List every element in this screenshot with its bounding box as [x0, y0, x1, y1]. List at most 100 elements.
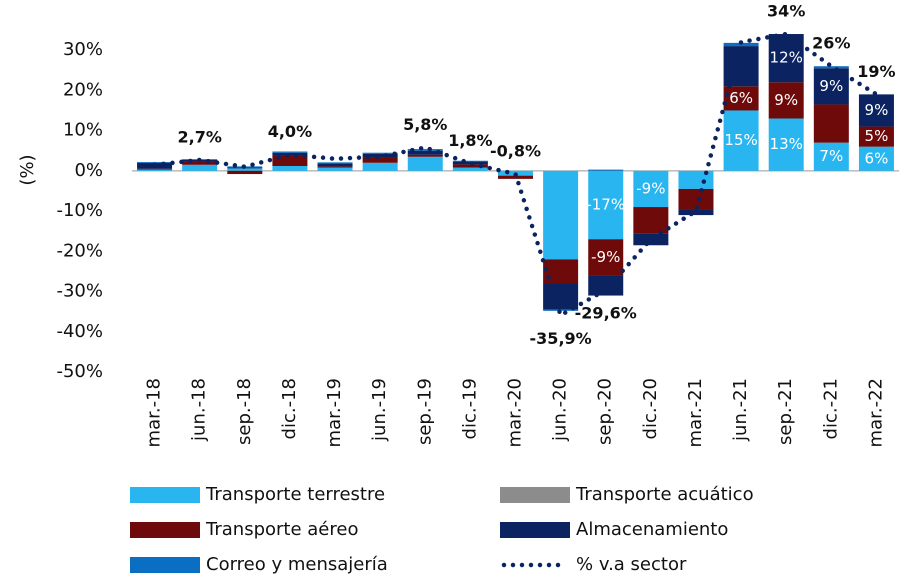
bar-segment [858, 146, 894, 171]
bar-segment [272, 155, 308, 166]
x-tick-label: mar.-19 [324, 378, 345, 447]
legend-label: Transporte acuático [575, 484, 754, 505]
bar-segment [813, 104, 849, 143]
bar-segment [543, 283, 579, 310]
y-tick-label: -50% [56, 361, 103, 382]
bar-segment [137, 169, 173, 171]
bar-segment [317, 163, 353, 167]
x-tick-label: jun.-19 [369, 378, 390, 442]
data-label: -9% [591, 248, 620, 266]
bar-segment [407, 150, 443, 155]
bar-segment [362, 153, 398, 158]
data-label: 15% [724, 131, 757, 149]
y-axis-label: (%) [17, 154, 38, 185]
legend-label: % v.a sector [576, 554, 687, 575]
bar-segment [723, 86, 759, 111]
x-tick-label: jun.-20 [550, 378, 571, 442]
bar-segment [317, 167, 353, 171]
bar-segment [813, 66, 849, 69]
bar-segment [588, 170, 624, 240]
y-tick-label: 0% [74, 160, 103, 181]
legend-swatch [130, 487, 200, 503]
y-tick-label: 20% [63, 79, 103, 100]
bar-segment [137, 168, 173, 170]
y-tick-label: 30% [63, 39, 103, 60]
x-tick-label: mar.-20 [505, 378, 526, 447]
bar-segment [317, 166, 353, 168]
line-label: 1,8% [448, 131, 492, 150]
line-label: 34% [767, 2, 805, 21]
bar-segment [858, 126, 894, 147]
bar-segment [678, 209, 714, 216]
x-tick-label: jun.-18 [189, 378, 210, 442]
bar-segment [407, 154, 443, 157]
y-tick-label: -30% [56, 281, 103, 302]
x-tick-label: mar.-18 [144, 378, 165, 447]
data-label: 9% [819, 77, 843, 95]
legend-label: Correo y mensajería [206, 554, 388, 575]
bar-segment [588, 169, 624, 171]
y-tick-label: -40% [56, 321, 103, 342]
bar-segment [633, 233, 669, 246]
x-tick-label: dic.-18 [279, 378, 300, 439]
bar-segment [858, 94, 894, 127]
bar-segment [723, 110, 759, 171]
bar-segment [678, 170, 714, 189]
line-series [152, 31, 879, 319]
x-tick-label: mar.-21 [685, 378, 706, 447]
bar-segment [362, 162, 398, 171]
x-tick-label: dic.-20 [640, 378, 661, 439]
bar-segment [452, 167, 488, 171]
bar-segment [723, 46, 759, 87]
bar-segment [768, 118, 804, 171]
bar-segment [182, 161, 218, 165]
legend-label: Transporte aéreo [205, 519, 358, 540]
bar-segment [813, 142, 849, 171]
data-label: 7% [819, 147, 843, 165]
data-label: 6% [729, 89, 753, 107]
bar-segment [407, 156, 443, 171]
bar-segment [678, 188, 714, 210]
x-tick-label: sep.-18 [234, 378, 255, 445]
data-label: -9% [636, 179, 665, 197]
data-label: 12% [770, 49, 803, 67]
line-label: -0,8% [490, 142, 541, 161]
line-label: 2,7% [177, 127, 221, 146]
data-label: 9% [865, 101, 889, 119]
line-label: 4,0% [268, 122, 312, 141]
data-label: 13% [770, 135, 803, 153]
bar-segment [272, 165, 308, 171]
x-tick-label: dic.-21 [820, 378, 841, 439]
bar-segment [407, 149, 443, 151]
x-tick-label: sep.-20 [595, 378, 616, 445]
data-label: 6% [865, 149, 889, 167]
bar-segment [588, 239, 624, 276]
bar-segment [227, 170, 263, 175]
line-label: -35,9% [530, 329, 592, 348]
legend-label: Almacenamiento [576, 519, 728, 540]
bar-segment [633, 207, 669, 234]
x-tick-label: dic.-19 [459, 378, 480, 439]
y-tick-label: -20% [56, 240, 103, 261]
x-tick-label: sep.-21 [775, 378, 796, 445]
bar-segment [272, 151, 308, 153]
legend-label: Transporte terrestre [205, 484, 385, 505]
legend-swatch [500, 487, 570, 503]
legend-swatch [500, 522, 570, 538]
bar-segment [633, 170, 669, 208]
data-label: -17% [586, 196, 625, 214]
bar-segment [362, 152, 398, 154]
bar-segment [768, 82, 804, 119]
line-label: 19% [857, 62, 895, 81]
bar-segment [768, 34, 804, 83]
bar-segment [543, 259, 579, 284]
bar-segment [362, 157, 398, 163]
bar-segment [543, 170, 579, 260]
bar-segment [452, 164, 488, 168]
legend-swatch [130, 557, 200, 573]
data-label: 5% [865, 127, 889, 145]
x-tick-label: sep.-19 [414, 378, 435, 445]
x-tick-label: jun.-21 [730, 378, 751, 442]
bar-segment [588, 275, 624, 296]
